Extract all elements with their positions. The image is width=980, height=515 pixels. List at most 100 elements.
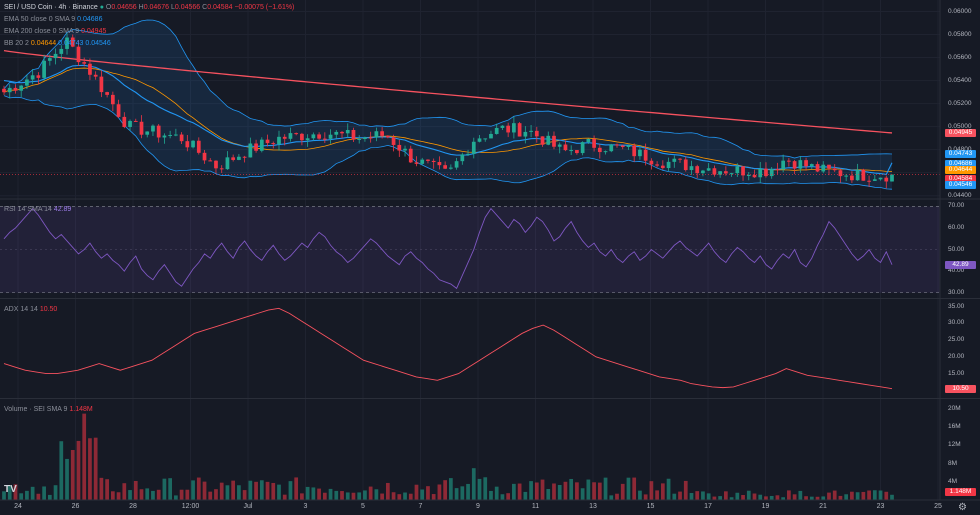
tag-last-price: 0.04584 bbox=[945, 174, 976, 183]
volume-bar-68 bbox=[391, 492, 396, 500]
candle-109 bbox=[626, 144, 631, 150]
candle-body-73 bbox=[420, 159, 425, 164]
candle-body-34 bbox=[196, 140, 201, 153]
candle-body-135 bbox=[775, 169, 780, 171]
volume-bar-74 bbox=[426, 486, 430, 500]
volume-bar-4 bbox=[25, 490, 29, 500]
candle-body-132 bbox=[758, 168, 763, 178]
pane-dividers[interactable] bbox=[0, 0, 980, 501]
volume-bar-115 bbox=[660, 483, 665, 500]
candle-51 bbox=[294, 132, 299, 136]
time-tick-0: 24 bbox=[14, 503, 22, 510]
ema50-legend[interactable]: EMA 50 close 0 SMA 9 0.04686 bbox=[4, 16, 103, 23]
candle-body-140 bbox=[804, 160, 808, 167]
volume-bar-14 bbox=[82, 413, 87, 500]
candle-90 bbox=[517, 122, 522, 137]
candle-body-10 bbox=[59, 48, 64, 54]
volume-bar-24 bbox=[139, 489, 144, 500]
candle-1 bbox=[7, 84, 12, 99]
ohlc-open: 0.04656 bbox=[111, 4, 137, 11]
candle-body-99 bbox=[569, 150, 574, 152]
candle-body-150 bbox=[861, 169, 866, 181]
settings-gear-icon[interactable]: ⚙ bbox=[958, 502, 967, 513]
candle-body-77 bbox=[443, 165, 447, 169]
volume-bar-37 bbox=[214, 489, 218, 500]
candle-133 bbox=[764, 162, 768, 178]
candle-78 bbox=[449, 164, 453, 170]
volume-bar-106 bbox=[609, 495, 614, 500]
candle-40 bbox=[231, 154, 236, 162]
candle-101 bbox=[580, 141, 585, 156]
tag-adx: 10.50 bbox=[945, 384, 976, 393]
rsi-legend[interactable]: RSI 14 SMA 14 42.89 bbox=[4, 206, 72, 213]
adx-pane[interactable] bbox=[3, 307, 893, 390]
tag-bb-basis: 0.04644 bbox=[945, 165, 976, 174]
candle-body-106 bbox=[609, 144, 614, 152]
candle-122 bbox=[701, 169, 705, 177]
candle-body-7 bbox=[42, 60, 46, 78]
volume-bar-0 bbox=[2, 491, 6, 500]
volume-bar-122 bbox=[701, 491, 705, 500]
candle-50 bbox=[288, 127, 293, 142]
candle-127 bbox=[729, 172, 734, 177]
volume-bar-9 bbox=[53, 485, 58, 500]
volume-bar-46 bbox=[265, 481, 270, 500]
rsi-pane[interactable] bbox=[0, 206, 940, 294]
candle-body-141 bbox=[809, 164, 814, 167]
candle-96 bbox=[552, 131, 556, 150]
volume-bar-22 bbox=[128, 490, 132, 500]
candle-body-28 bbox=[162, 135, 167, 138]
candle-body-33 bbox=[191, 140, 195, 148]
candle-body-122 bbox=[701, 170, 705, 174]
adx-legend[interactable]: ADX 14 14 10.50 bbox=[4, 306, 58, 313]
volume-legend[interactable]: Volume · SEI SMA 9 1.148M bbox=[4, 406, 93, 413]
candle-144 bbox=[827, 164, 831, 176]
candle-body-2 bbox=[13, 87, 18, 91]
volume-bar-82 bbox=[471, 468, 476, 500]
rsi-tick-1: 60.00 bbox=[948, 224, 965, 232]
volume-bar-72 bbox=[414, 484, 419, 500]
volume-bar-81 bbox=[466, 483, 470, 500]
candle-6 bbox=[36, 72, 41, 85]
bb-legend[interactable]: BB 20 2 0.04644 0.04743 0.04546 bbox=[4, 40, 111, 47]
volume-pane[interactable] bbox=[2, 413, 894, 500]
candlesticks[interactable] bbox=[0, 33, 940, 189]
candle-154 bbox=[884, 175, 889, 189]
time-tick-1: 26 bbox=[71, 503, 80, 510]
volume-bar-19 bbox=[110, 491, 115, 500]
rsi-tick-4: 30.00 bbox=[948, 288, 965, 296]
candle-body-54 bbox=[311, 134, 316, 139]
candle-body-20 bbox=[116, 104, 121, 117]
candle-body-145 bbox=[832, 168, 837, 171]
volume-bar-66 bbox=[380, 493, 384, 500]
symbol-title[interactable]: SEI / USD Coin · 4h · Binance bbox=[4, 4, 98, 11]
volume-bar-11 bbox=[65, 458, 69, 500]
candle-75 bbox=[431, 158, 436, 169]
volume-bar-50 bbox=[288, 481, 293, 500]
volume-bar-3 bbox=[19, 493, 24, 500]
volume-bar-90 bbox=[517, 483, 522, 500]
candle-body-61 bbox=[351, 129, 356, 140]
volume-bar-132 bbox=[758, 494, 763, 500]
volume-bar-34 bbox=[196, 477, 201, 500]
candle-body-6 bbox=[36, 75, 41, 78]
candle-12 bbox=[70, 34, 75, 48]
candle-71 bbox=[408, 145, 413, 163]
candle-46 bbox=[265, 134, 270, 147]
price-tick-1: 0.05800 bbox=[948, 30, 972, 38]
bollinger-bands bbox=[3, 19, 893, 190]
candle-body-100 bbox=[575, 150, 579, 154]
ema200-legend[interactable]: EMA 200 close 0 SMA 9 0.04945 bbox=[4, 28, 107, 35]
ohlc-close: 0.04584 bbox=[207, 4, 233, 11]
candle-body-1 bbox=[7, 87, 12, 93]
volume-bar-96 bbox=[552, 483, 556, 500]
bb-upper bbox=[3, 19, 893, 159]
candle-130 bbox=[746, 172, 751, 181]
candle-body-29 bbox=[168, 134, 173, 136]
volume-bar-67 bbox=[385, 482, 390, 500]
candle-body-94 bbox=[540, 136, 545, 145]
volume-bar-119 bbox=[683, 480, 688, 500]
candle-60 bbox=[345, 123, 350, 138]
volume-bar-102 bbox=[586, 479, 591, 500]
